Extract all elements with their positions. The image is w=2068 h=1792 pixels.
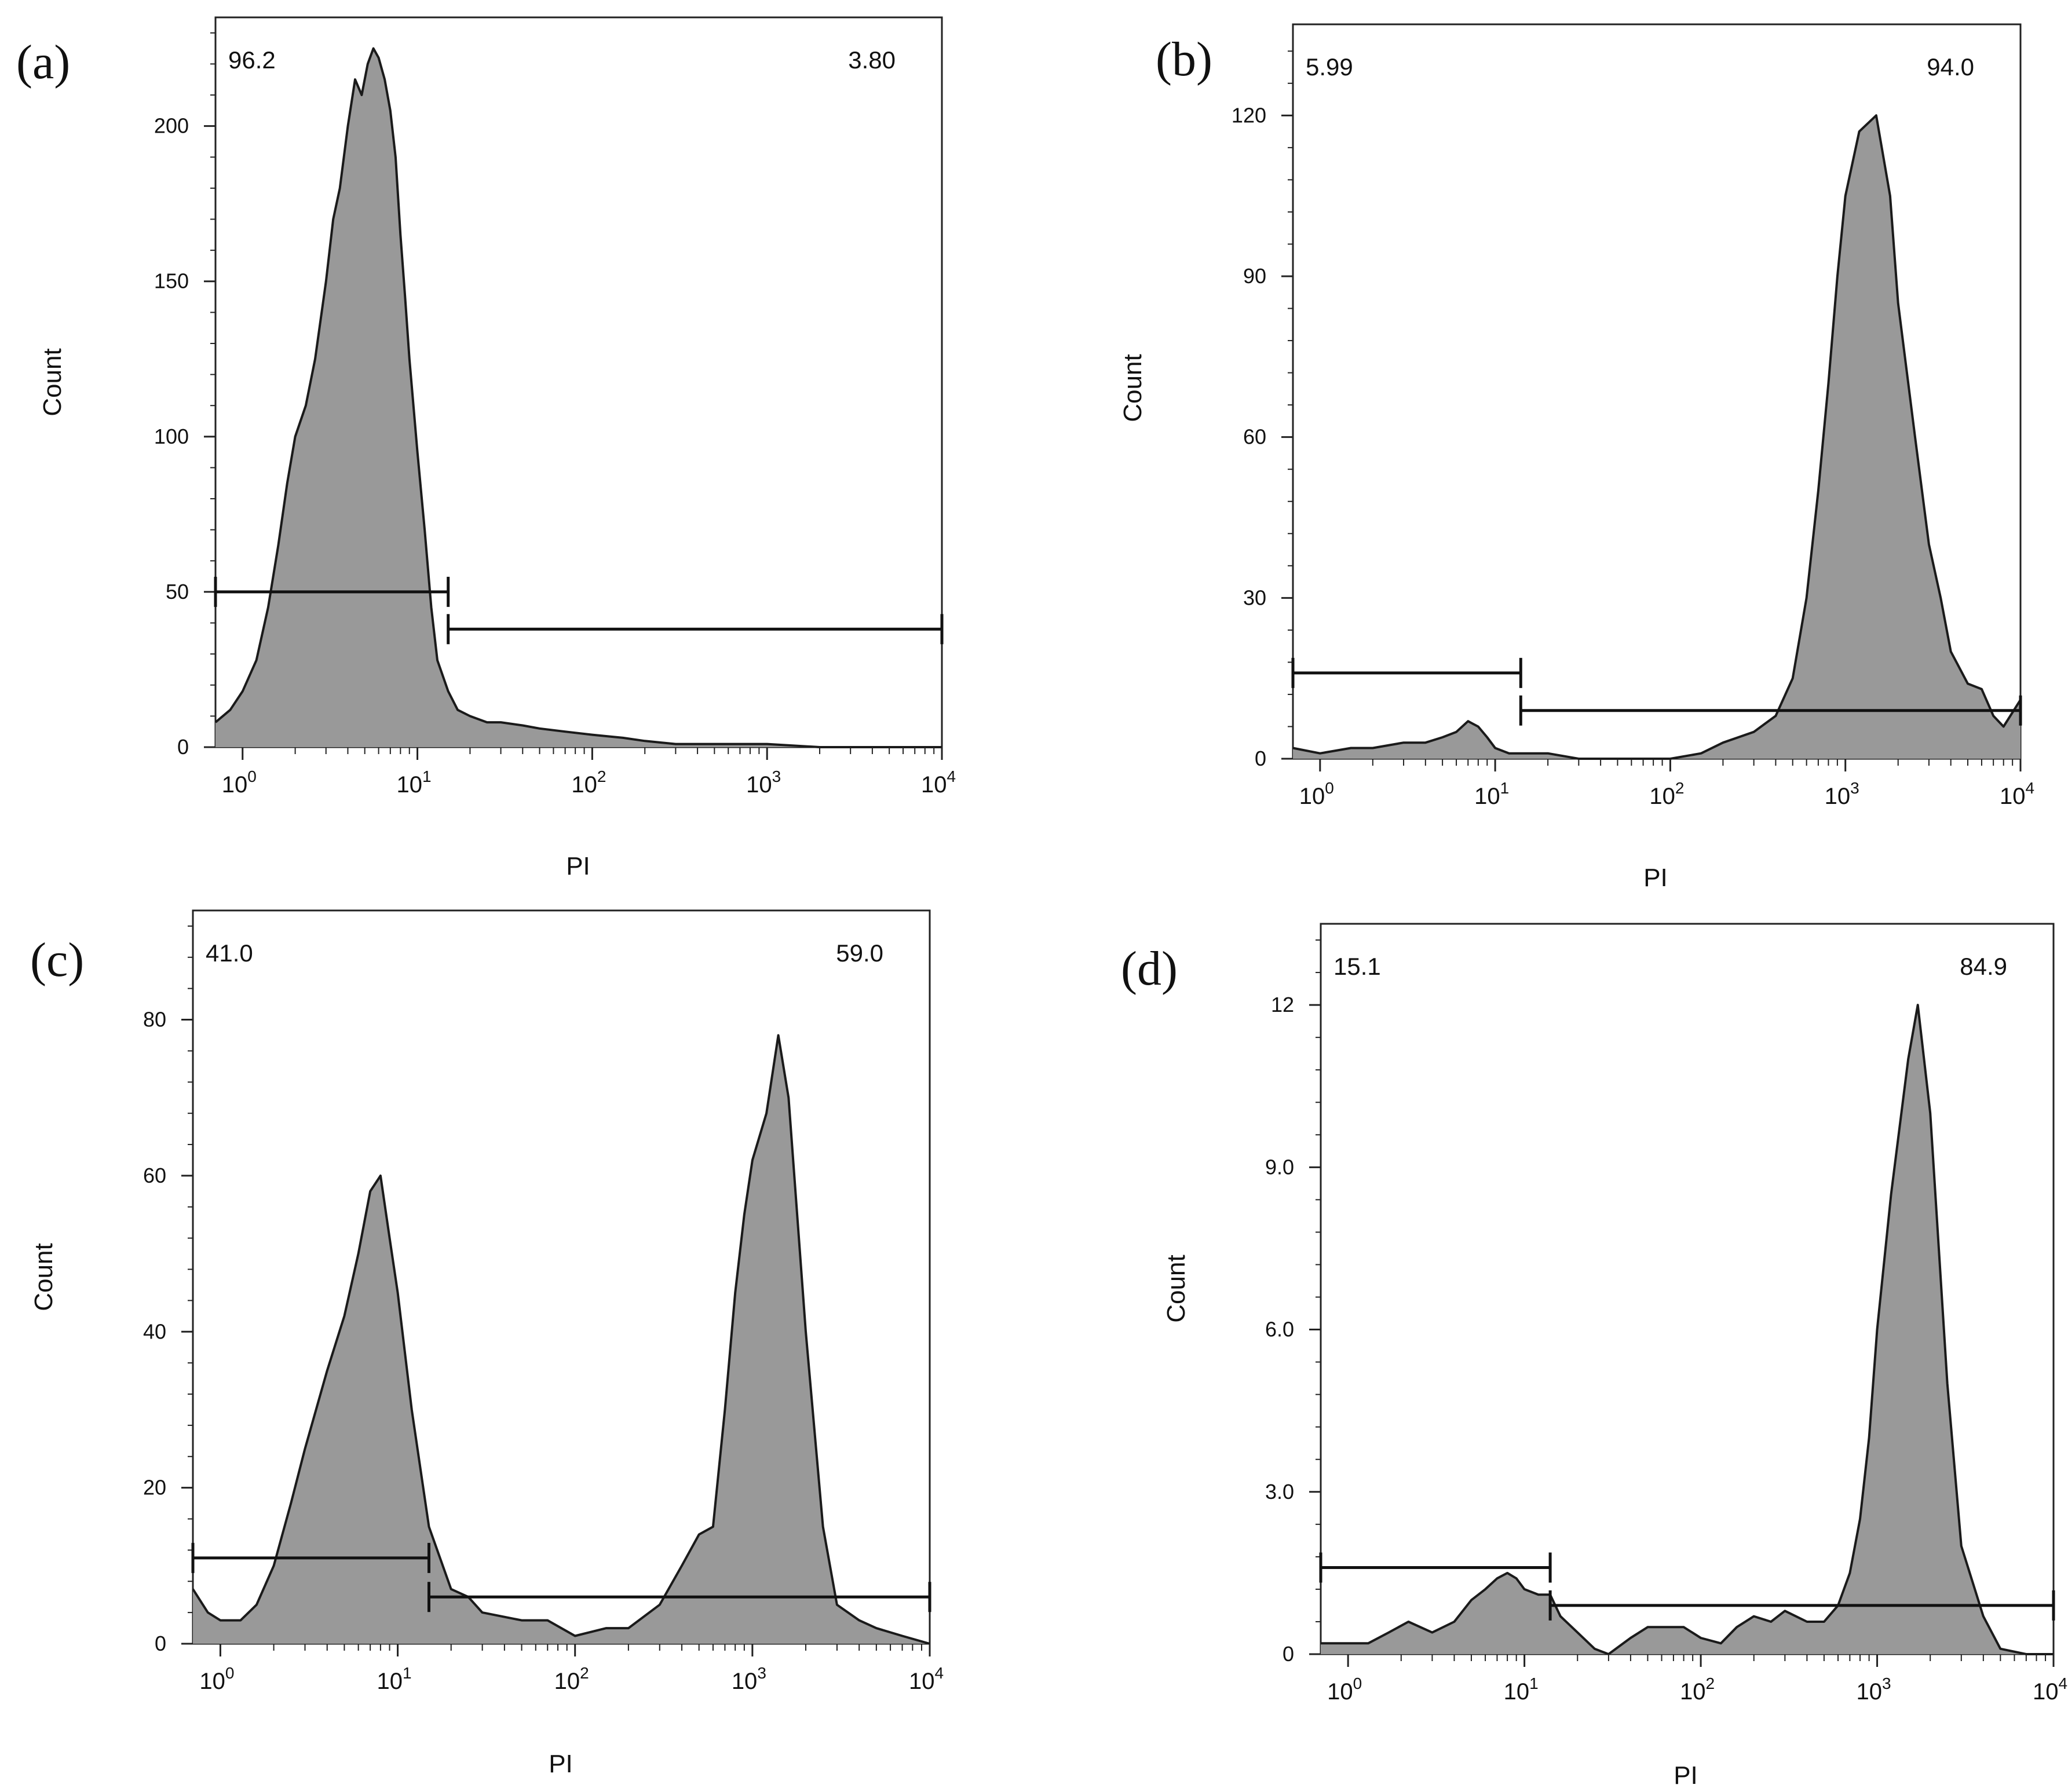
x-tick-label: 103 <box>1825 779 1859 809</box>
x-tick-label: 100 <box>1327 1674 1362 1705</box>
y-tick-label: 50 <box>166 580 189 604</box>
y-tick-label: 0 <box>1283 1642 1294 1666</box>
panel-label: (a) <box>16 35 70 89</box>
x-axis-title: PI <box>566 852 590 880</box>
histogram-fill <box>1293 115 2020 759</box>
y-tick-label: 150 <box>154 269 189 293</box>
y-tick-label: 120 <box>1232 103 1266 127</box>
y-tick-label: 3.0 <box>1265 1480 1294 1504</box>
gate-right <box>427 1582 931 1612</box>
gate-percent-label: 15.1 <box>1333 953 1381 980</box>
gate-right <box>1519 695 2022 726</box>
histogram-outline <box>192 1034 930 1645</box>
y-tick-label: 0 <box>155 1632 166 1655</box>
gate-right <box>1548 1590 2055 1621</box>
y-tick-label: 12 <box>1271 993 1294 1016</box>
gate-percent-label: 96.2 <box>228 46 276 74</box>
x-tick-label: 101 <box>1504 1674 1539 1705</box>
gate-left <box>1291 657 1522 688</box>
y-tick-label: 60 <box>1243 425 1266 449</box>
y-axis-title: Count <box>1162 1255 1190 1322</box>
gate-percent-label: 5.99 <box>1306 53 1353 81</box>
x-tick-label: 102 <box>1649 779 1684 809</box>
y-tick-label: 0 <box>177 735 189 759</box>
y-tick-label: 9.0 <box>1265 1155 1294 1179</box>
x-tick-label: 102 <box>571 767 606 798</box>
gate-percent-label: 84.9 <box>1960 953 2007 980</box>
x-axis-title: PI <box>549 1750 573 1778</box>
x-tick-label: 100 <box>222 767 257 798</box>
x-tick-label: 103 <box>746 767 781 798</box>
x-tick-label: 101 <box>397 767 432 798</box>
gate-percent-label: 94.0 <box>1927 53 1974 81</box>
histogram-outline <box>1292 114 2022 760</box>
y-tick-label: 200 <box>154 114 189 138</box>
panel-label: (d) <box>1121 942 1178 996</box>
y-tick-label: 20 <box>143 1476 166 1500</box>
gate-right <box>447 614 944 645</box>
x-axis-title: PI <box>1674 1761 1698 1790</box>
panel-a: 0 50 100 150 200 100 101 102 103 104 96.2 3.80 (a) PI… <box>16 16 956 880</box>
x-tick-label: 104 <box>2033 1674 2067 1705</box>
panel-d: 0 3.0 6.0 9.0 12 100 101 102 103 104 15.1 84.9 (d) PI… <box>1121 923 2067 1790</box>
y-tick-label: 30 <box>1243 586 1266 609</box>
gate-left <box>191 1542 430 1573</box>
histogram-outline <box>1321 1004 2054 1655</box>
x-tick-label: 101 <box>377 1664 412 1694</box>
x-tick-label: 103 <box>732 1664 766 1694</box>
x-tick-label: 104 <box>2000 779 2034 809</box>
x-tick-label: 101 <box>1474 779 1509 809</box>
x-tick-label: 102 <box>1680 1674 1715 1705</box>
panel-label: (b) <box>1156 32 1212 86</box>
y-tick-label: 0 <box>1255 747 1266 770</box>
y-tick-label: 100 <box>154 425 189 448</box>
y-tick-label: 40 <box>143 1319 166 1343</box>
y-tick-label: 60 <box>143 1164 166 1187</box>
y-axis-title: Count <box>38 348 67 416</box>
gate-left <box>214 576 450 607</box>
y-axis-title: Count <box>1119 354 1147 422</box>
y-tick-label: 80 <box>143 1008 166 1032</box>
panel-c: 0 20 40 60 80 100 101 102 103 104 41.0 59.0 (c) PI Cou… <box>30 909 944 1778</box>
x-axis-title: PI <box>1643 864 1668 892</box>
gate-percent-label: 59.0 <box>836 939 883 967</box>
x-tick-label: 104 <box>909 1664 944 1694</box>
x-tick-label: 103 <box>1857 1674 1891 1705</box>
histogram-fill <box>215 48 942 748</box>
y-axis-title: Count <box>30 1243 58 1311</box>
panel-b: 0 30 60 90 120 100 101 102 103 104 5.99 94.0 (b) PI Co… <box>1119 23 2034 892</box>
gate-left <box>1319 1552 1552 1583</box>
x-tick-label: 102 <box>554 1664 589 1694</box>
y-tick-label: 90 <box>1243 264 1266 288</box>
histogram-fill <box>1321 1005 2054 1654</box>
x-tick-label: 100 <box>1299 779 1334 809</box>
x-tick-label: 100 <box>199 1664 234 1694</box>
gate-percent-label: 3.80 <box>848 46 896 74</box>
x-tick-label: 104 <box>921 767 956 798</box>
y-tick-label: 6.0 <box>1265 1318 1294 1341</box>
panel-label: (c) <box>30 933 84 987</box>
histogram-fill <box>193 1035 930 1644</box>
gate-percent-label: 41.0 <box>206 939 253 967</box>
histogram-outline <box>214 47 942 748</box>
